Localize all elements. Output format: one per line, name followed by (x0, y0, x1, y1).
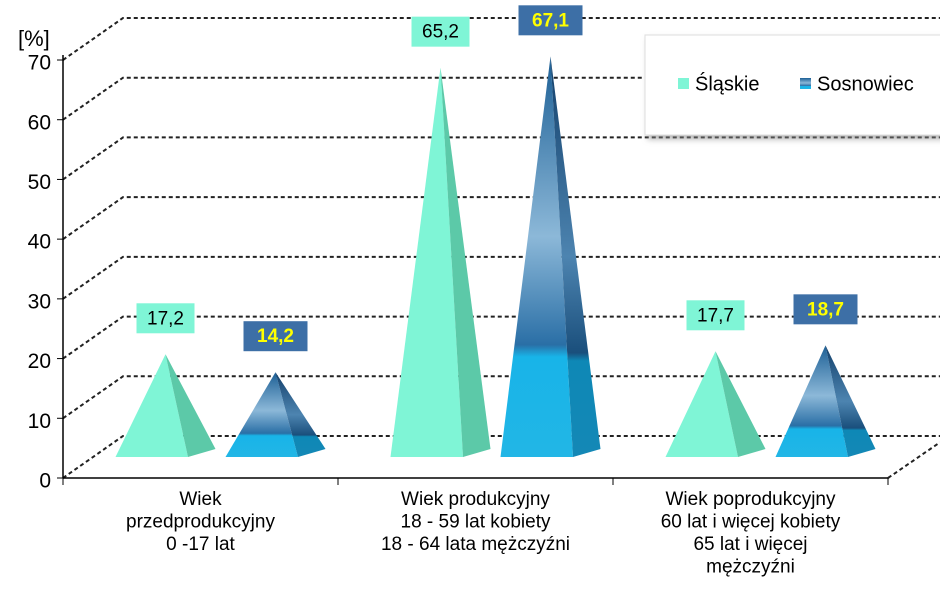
grid-line (62, 17, 940, 61)
y-tick-label: 50 (28, 171, 51, 194)
y-tick-label: 30 (28, 290, 51, 313)
y-tick-label: 20 (28, 350, 51, 373)
pyramid-side (715, 351, 766, 457)
pyramid (225, 372, 326, 457)
value-label-box (243, 321, 308, 352)
value-label-box (136, 303, 195, 334)
x-tick-label-line: 65 lat i więcej (693, 534, 807, 555)
legend-swatch (800, 78, 811, 89)
legend: Śląskie Sosnowiec (644, 34, 940, 136)
y-tick-label: 70 (28, 52, 51, 75)
x-tick-label: Wiek przedprodukcyjny 0 -17 lat (126, 489, 275, 555)
value-label: 17,7 (697, 305, 734, 326)
grid-line (62, 435, 940, 479)
value-label: 65,2 (422, 22, 459, 43)
grid-line (62, 136, 940, 181)
pyramid (665, 351, 766, 457)
grid-line (62, 375, 940, 420)
value-label-box (518, 5, 583, 36)
x-tick-label: Wiek produkcyjny 18 - 59 lat kobiety 18 - … (381, 489, 570, 555)
pyramid (775, 345, 876, 457)
pyramid-front (500, 56, 573, 458)
x-tick-label-line: Wiek poprodukcyjny (665, 489, 836, 510)
y-tick-label: 10 (28, 410, 51, 433)
floor-edge (887, 441, 940, 479)
value-label-box (411, 16, 470, 47)
pyramid-front (390, 67, 463, 458)
x-tick-label-line: 18 - 59 lat kobiety (401, 512, 551, 533)
pyramid-side (275, 372, 326, 457)
pyramid-front (665, 351, 738, 457)
legend-label: Sosnowiec (817, 73, 914, 95)
pyramid-side (825, 345, 876, 457)
grid-line (62, 255, 940, 300)
pyramid-front (775, 345, 848, 457)
pyramid (390, 67, 491, 458)
pyramid-front (225, 372, 298, 457)
y-tick-label: 0 (39, 470, 51, 493)
x-tick-label-line: Wiek produkcyjny (401, 489, 550, 510)
legend-label: Śląskie (695, 71, 759, 95)
pyramid-side (165, 354, 216, 457)
value-label: 14,2 (257, 326, 294, 347)
pyramid-side (550, 56, 601, 458)
y-tick-label: 60 (28, 111, 51, 134)
y-tick-label: 40 (28, 231, 51, 254)
value-label: 17,2 (147, 308, 184, 329)
pyramid (500, 56, 601, 458)
pyramid (115, 354, 216, 457)
legend-swatch (678, 78, 689, 89)
legend-box (644, 34, 940, 136)
grid-line (62, 315, 940, 360)
x-tick-label-line: 0 -17 lat (166, 534, 235, 555)
grid-line (62, 196, 940, 240)
x-tick-label-line: 60 lat i więcej kobiety (661, 512, 841, 533)
x-tick-label-line: przedprodukcyjny (126, 512, 275, 533)
value-label-box (686, 300, 745, 331)
y-axis-label: [%] (18, 26, 50, 51)
pyramid-side (440, 67, 491, 458)
x-tick-label-line: 18 - 64 lata mężczyźni (381, 534, 570, 555)
value-label-box (793, 294, 858, 325)
x-tick-label-line: Wiek (179, 489, 222, 510)
x-tick-label-line: mężczyźni (706, 557, 795, 578)
value-label: 18,7 (807, 299, 844, 320)
value-label: 67,1 (532, 10, 569, 31)
x-tick-label: Wiek poprodukcyjny 60 lat i więcej kobiet… (661, 489, 841, 578)
pyramid-front (115, 354, 188, 457)
